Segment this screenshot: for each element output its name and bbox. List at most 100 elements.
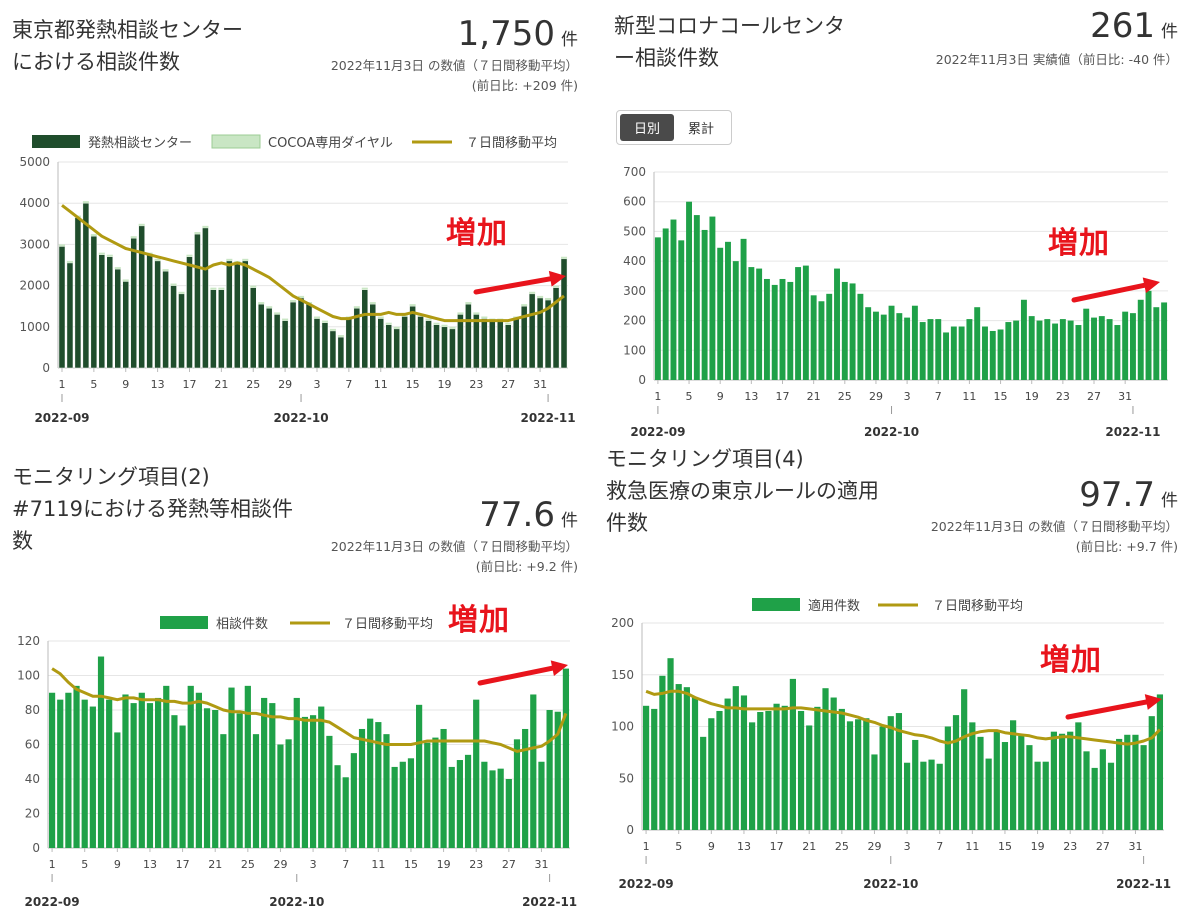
- bar: [1129, 313, 1136, 380]
- bar: [871, 754, 878, 830]
- bar: [1116, 738, 1123, 830]
- bar: [912, 739, 919, 830]
- bar: [441, 326, 448, 369]
- bar: [58, 246, 66, 369]
- bar: [449, 328, 456, 369]
- bar: [242, 258, 249, 261]
- bar: [409, 304, 416, 307]
- panel-title: 新型コロナコールセンタ ー相談件数: [614, 10, 845, 74]
- y-tick-label: 50: [619, 771, 634, 785]
- bar: [846, 721, 854, 830]
- bar: [896, 313, 903, 380]
- bar: [489, 320, 496, 369]
- bar: [888, 305, 895, 380]
- x-tick-label: 13: [151, 378, 165, 391]
- bar: [261, 697, 268, 848]
- x-tick-label: 27: [1087, 390, 1101, 403]
- bar: [749, 722, 756, 830]
- bar: [740, 238, 747, 380]
- bar: [880, 314, 887, 380]
- y-tick-label: 0: [626, 823, 634, 837]
- bar: [433, 322, 440, 325]
- title-line-2: における相談件数: [12, 50, 180, 74]
- bar: [138, 223, 145, 226]
- x-tick-label: 21: [802, 840, 816, 853]
- bar: [1083, 308, 1090, 380]
- bar: [544, 299, 552, 369]
- bar: [465, 303, 472, 369]
- bar: [210, 287, 217, 290]
- bar: [1145, 290, 1152, 380]
- bar: [106, 254, 113, 257]
- bar: [1083, 751, 1090, 830]
- bar: [1153, 307, 1160, 380]
- bar: [457, 312, 464, 315]
- bar: [1013, 320, 1020, 380]
- bar: [82, 201, 89, 204]
- bar: [654, 237, 661, 380]
- bar: [740, 695, 748, 830]
- bar: [717, 247, 724, 380]
- bar: [686, 201, 693, 380]
- bar: [361, 287, 368, 290]
- bar: [895, 713, 903, 830]
- bar: [448, 766, 455, 848]
- bar: [536, 297, 544, 369]
- bar: [872, 311, 879, 380]
- x-tick-label: 27: [502, 858, 516, 871]
- bar: [849, 283, 856, 380]
- bar: [170, 285, 177, 369]
- value-unit: 件: [561, 30, 578, 50]
- bar: [1020, 299, 1027, 380]
- title-line-3: 件数: [606, 511, 648, 535]
- x-tick-label: 17: [182, 378, 196, 391]
- bar: [993, 731, 1000, 830]
- bar: [528, 293, 536, 369]
- value-note: 2022年11月3日 の数値（７日間移動平均） (前日比: +209 件): [331, 56, 578, 96]
- bar: [391, 766, 398, 848]
- bar: [342, 777, 349, 848]
- bar: [773, 703, 780, 830]
- bar: [797, 710, 805, 830]
- bar: [651, 708, 658, 830]
- bar: [1052, 323, 1059, 380]
- bar: [122, 281, 130, 369]
- bar: [464, 754, 472, 848]
- x-tick-label: 11: [371, 858, 385, 871]
- bar: [195, 692, 202, 848]
- legend-swatch: [160, 616, 208, 629]
- headline-value: 97.7 件: [1079, 475, 1178, 521]
- bar: [529, 291, 536, 294]
- annotation-increase: 増加: [1040, 643, 1102, 678]
- bar: [969, 722, 976, 830]
- bar: [218, 287, 225, 290]
- bar: [481, 316, 488, 319]
- bar: [659, 675, 666, 830]
- bar: [936, 763, 943, 830]
- bar: [1122, 311, 1129, 380]
- y-tick-label: 1000: [19, 320, 50, 334]
- x-tick-label: 5: [81, 858, 88, 871]
- note-date: 2022年11月3日 の数値（７日間移動平均）: [930, 519, 1178, 534]
- toggle-cumulative[interactable]: 累計: [688, 122, 715, 137]
- bar: [289, 301, 297, 369]
- bar: [202, 227, 209, 369]
- bar: [806, 725, 813, 830]
- x-tick-label: 9: [717, 390, 724, 403]
- bar: [282, 318, 289, 321]
- value-unit: 件: [1161, 491, 1178, 511]
- bar: [326, 735, 333, 848]
- bar: [982, 326, 988, 380]
- x-tick-label: 31: [533, 378, 547, 391]
- bar: [399, 761, 406, 848]
- value-number: 1,750: [457, 14, 555, 54]
- x-tick-label: 25: [838, 390, 852, 403]
- bar: [802, 265, 809, 380]
- bar: [700, 736, 707, 830]
- x-tick-label: 29: [273, 858, 287, 871]
- bar: [269, 703, 276, 848]
- bar: [114, 267, 121, 270]
- toggle-daily[interactable]: 日別: [620, 114, 675, 141]
- y-tick-label: 120: [17, 634, 40, 648]
